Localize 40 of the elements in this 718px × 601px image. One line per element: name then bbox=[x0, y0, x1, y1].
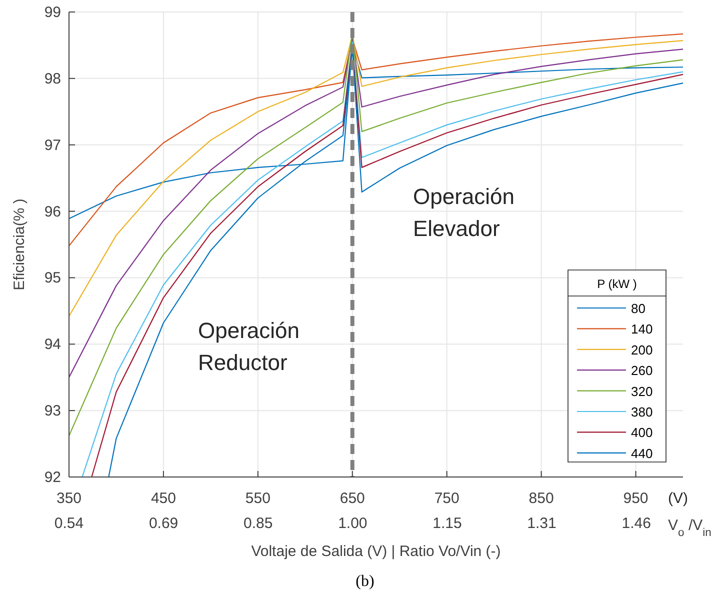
legend-title: P (kW ) bbox=[597, 277, 637, 291]
x2-tick-label: 0.54 bbox=[54, 515, 84, 532]
x2-axis-title: V$_{o}$/V$_{in}$ bbox=[668, 517, 712, 539]
x2-tick-label: 1.00 bbox=[338, 515, 368, 532]
legend-label: 140 bbox=[631, 322, 653, 337]
legend-label: 260 bbox=[631, 363, 653, 378]
x-tick-label: 850 bbox=[528, 490, 554, 507]
x2-tick-label: 0.85 bbox=[244, 515, 273, 532]
x-axis-title: Voltaje de Salida (V) | Ratio Vo/Vin (-) bbox=[251, 543, 501, 560]
line-series bbox=[68, 33, 684, 246]
legend-label: 200 bbox=[631, 342, 653, 358]
legend-label: 440 bbox=[631, 446, 653, 461]
y-tick-label: 96 bbox=[44, 203, 61, 220]
x-tick-label: 650 bbox=[340, 490, 365, 507]
x-tick-label: 350 bbox=[56, 490, 82, 507]
text: (b) bbox=[356, 573, 374, 590]
annotation: Operación Elevador bbox=[413, 184, 515, 241]
x-tick-label: 550 bbox=[245, 490, 270, 507]
y-tick-label: 97 bbox=[44, 136, 61, 154]
legend-label: 400 bbox=[631, 425, 653, 440]
annotation: Operación Reductor bbox=[198, 318, 300, 375]
y-tick-label: 94 bbox=[44, 336, 61, 354]
x-tick-label: 450 bbox=[150, 490, 176, 507]
legend-label: 320 bbox=[631, 384, 653, 399]
legend-label: 380 bbox=[631, 404, 653, 420]
y-tick-label: 98 bbox=[44, 70, 61, 88]
y-tick-label: 93 bbox=[44, 402, 61, 420]
y-tick-label: 99 bbox=[44, 4, 61, 21]
line-series bbox=[68, 38, 684, 378]
x2-tick-label: 0.69 bbox=[148, 515, 178, 532]
y-tick-label: 95 bbox=[44, 270, 61, 287]
x-tick-label: 750 bbox=[434, 490, 460, 507]
legend-label: 80 bbox=[631, 301, 646, 316]
y-tick-label: 92 bbox=[44, 469, 61, 486]
text: (V) bbox=[668, 490, 688, 507]
x-tick-label: 950 bbox=[623, 490, 648, 507]
x2-tick-label: 1.15 bbox=[432, 515, 462, 532]
x2-tick-label: 1.46 bbox=[622, 515, 651, 532]
y-axis-title: Eficiencia(% ) bbox=[11, 198, 28, 290]
x2-tick-label: 1.31 bbox=[527, 515, 556, 532]
